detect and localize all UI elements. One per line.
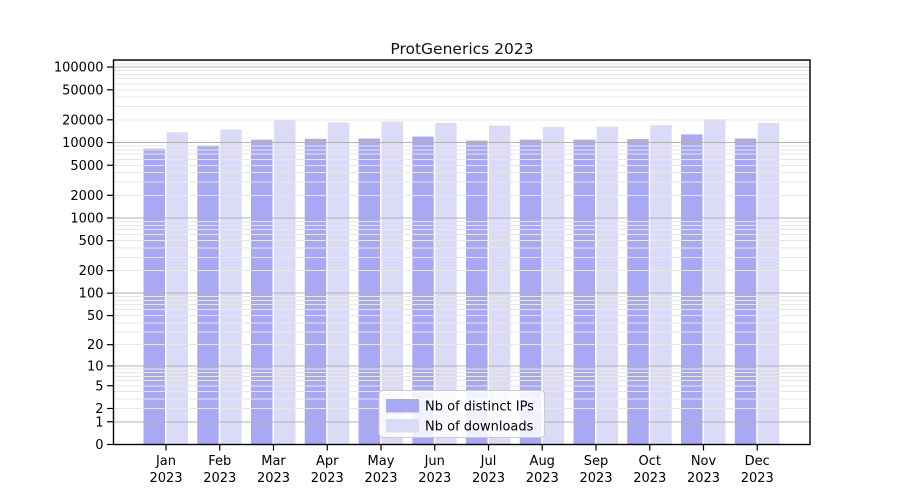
legend-label-downloads: Nb of downloads <box>425 420 534 435</box>
bar-downloads-feb <box>220 129 242 445</box>
y-tick-label: 200 <box>79 264 104 279</box>
bar-downloads-jan <box>166 132 188 445</box>
bar-downloads-nov <box>704 119 726 445</box>
y-tick-label: 10000 <box>62 136 103 151</box>
x-tick-label-month: Sep <box>584 454 609 469</box>
y-tick-label: 20000 <box>62 113 103 128</box>
bar-distinct-ips-may <box>358 138 380 445</box>
x-tick-label-year: 2023 <box>364 471 397 486</box>
x-tick-label-year: 2023 <box>311 471 344 486</box>
bar-downloads-apr <box>327 122 350 445</box>
bar-distinct-ips-nov <box>681 134 703 445</box>
bar-downloads-sep <box>596 126 618 445</box>
bar-distinct-ips-aug <box>519 139 542 445</box>
x-tick-label-month: Jul <box>480 454 497 469</box>
chart-title: ProtGenerics 2023 <box>390 40 534 58</box>
legend-swatch-downloads <box>386 419 419 433</box>
bar-distinct-ips-oct <box>627 139 649 445</box>
y-tick-label: 20 <box>87 338 104 353</box>
legend-label-distinct-ips: Nb of distinct IPs <box>425 400 534 415</box>
bar-distinct-ips-jun <box>412 136 434 445</box>
bar-distinct-ips-sep <box>573 139 595 445</box>
x-tick-label-month: Nov <box>691 454 717 469</box>
x-tick-label-month: Jan <box>155 454 176 469</box>
y-tick-label: 100 <box>79 287 104 302</box>
x-tick-label-month: Aug <box>530 454 555 469</box>
x-tick-label-month: Feb <box>208 454 231 469</box>
x-tick-label-year: 2023 <box>149 471 182 486</box>
y-tick-label: 100000 <box>54 61 104 76</box>
bar-downloads-jun <box>435 122 457 445</box>
x-tick-label-month: Mar <box>261 454 286 469</box>
y-tick-label: 0 <box>95 438 103 453</box>
y-tick-label: 50 <box>87 309 104 324</box>
bar-distinct-ips-dec <box>734 138 757 445</box>
x-tick-label-month: Oct <box>639 454 661 469</box>
x-tick-label-year: 2023 <box>526 471 559 486</box>
x-tick-label-year: 2023 <box>472 471 505 486</box>
x-tick-label-month: May <box>368 454 395 469</box>
y-tick-label: 1 <box>95 415 103 430</box>
y-tick-label: 10 <box>87 359 104 374</box>
x-tick-label-year: 2023 <box>418 471 451 486</box>
x-tick-label-year: 2023 <box>687 471 720 486</box>
x-tick-label-year: 2023 <box>203 471 236 486</box>
plot-border <box>112 59 811 446</box>
y-tick-label: 5000 <box>70 159 103 174</box>
y-tick-label: 2000 <box>70 189 103 204</box>
y-tick-label: 50000 <box>62 83 103 98</box>
bar-downloads-aug <box>542 126 565 445</box>
x-tick-label-year: 2023 <box>257 471 290 486</box>
legend-swatch-distinct-ips <box>386 399 419 413</box>
y-tick-label: 2 <box>95 402 103 417</box>
bar-distinct-ips-feb <box>197 145 219 445</box>
bar-downloads-dec <box>757 122 780 445</box>
y-tick-label: 500 <box>79 234 104 249</box>
bar-downloads-jul <box>489 125 511 445</box>
y-tick-label: 5 <box>95 379 103 394</box>
y-tick-label: 1000 <box>70 211 103 226</box>
bar-distinct-ips-apr <box>304 138 327 445</box>
bar-downloads-oct <box>650 125 672 445</box>
x-tick-label-month: Dec <box>745 454 770 469</box>
x-tick-label-year: 2023 <box>633 471 666 486</box>
bar-downloads-may <box>381 121 403 445</box>
x-tick-label-month: Apr <box>316 454 339 469</box>
x-tick-label-year: 2023 <box>579 471 612 486</box>
bar-distinct-ips-mar <box>251 139 273 445</box>
bar-downloads-mar <box>274 119 296 445</box>
legend-box <box>378 390 545 438</box>
x-tick-label-month: Jun <box>424 454 445 469</box>
x-tick-label-year: 2023 <box>741 471 774 486</box>
